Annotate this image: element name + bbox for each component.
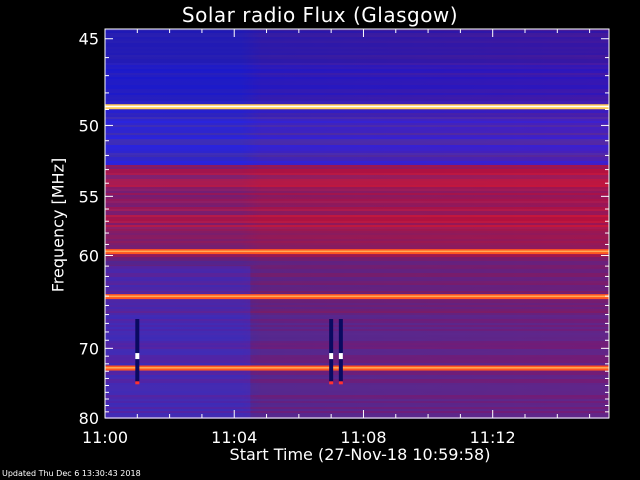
burst-column [135,319,140,383]
chart-title: Solar radio Flux (Glasgow) [181,3,459,27]
x-axis-label: Start Time (27-Nov-18 10:59:58) [229,445,491,464]
burst-tail [338,381,343,385]
bright-band-core [105,105,609,108]
x-tick-label: 11:08 [340,428,386,447]
x-tick-label: 11:00 [82,428,128,447]
y-axis-label: Frequency [MHz] [48,157,68,293]
burst-peak [329,353,334,360]
burst-tail [135,381,140,385]
burst-column [338,319,343,383]
x-tick-label: 11:12 [470,428,516,447]
burst-peak [135,353,140,360]
bright-band-core [105,367,609,369]
y-tick-label: 80 [79,409,99,428]
burst-tail [329,381,334,385]
bright-band-core [105,295,609,298]
spectrogram-rows [105,29,609,419]
low-intensity-region [105,266,251,418]
y-tick-label: 50 [79,116,99,135]
burst-column [329,319,334,383]
update-timestamp: Updated Thu Dec 6 13:30:43 2018 [2,469,141,478]
bright-band-core [105,250,609,253]
y-tick-label: 45 [79,30,99,49]
y-tick-label: 55 [79,187,99,206]
y-tick-label: 70 [79,339,99,358]
burst-peak [338,353,343,360]
plot-frame [104,28,610,419]
y-tick-label: 60 [79,246,99,265]
x-tick-label: 11:04 [211,428,257,447]
